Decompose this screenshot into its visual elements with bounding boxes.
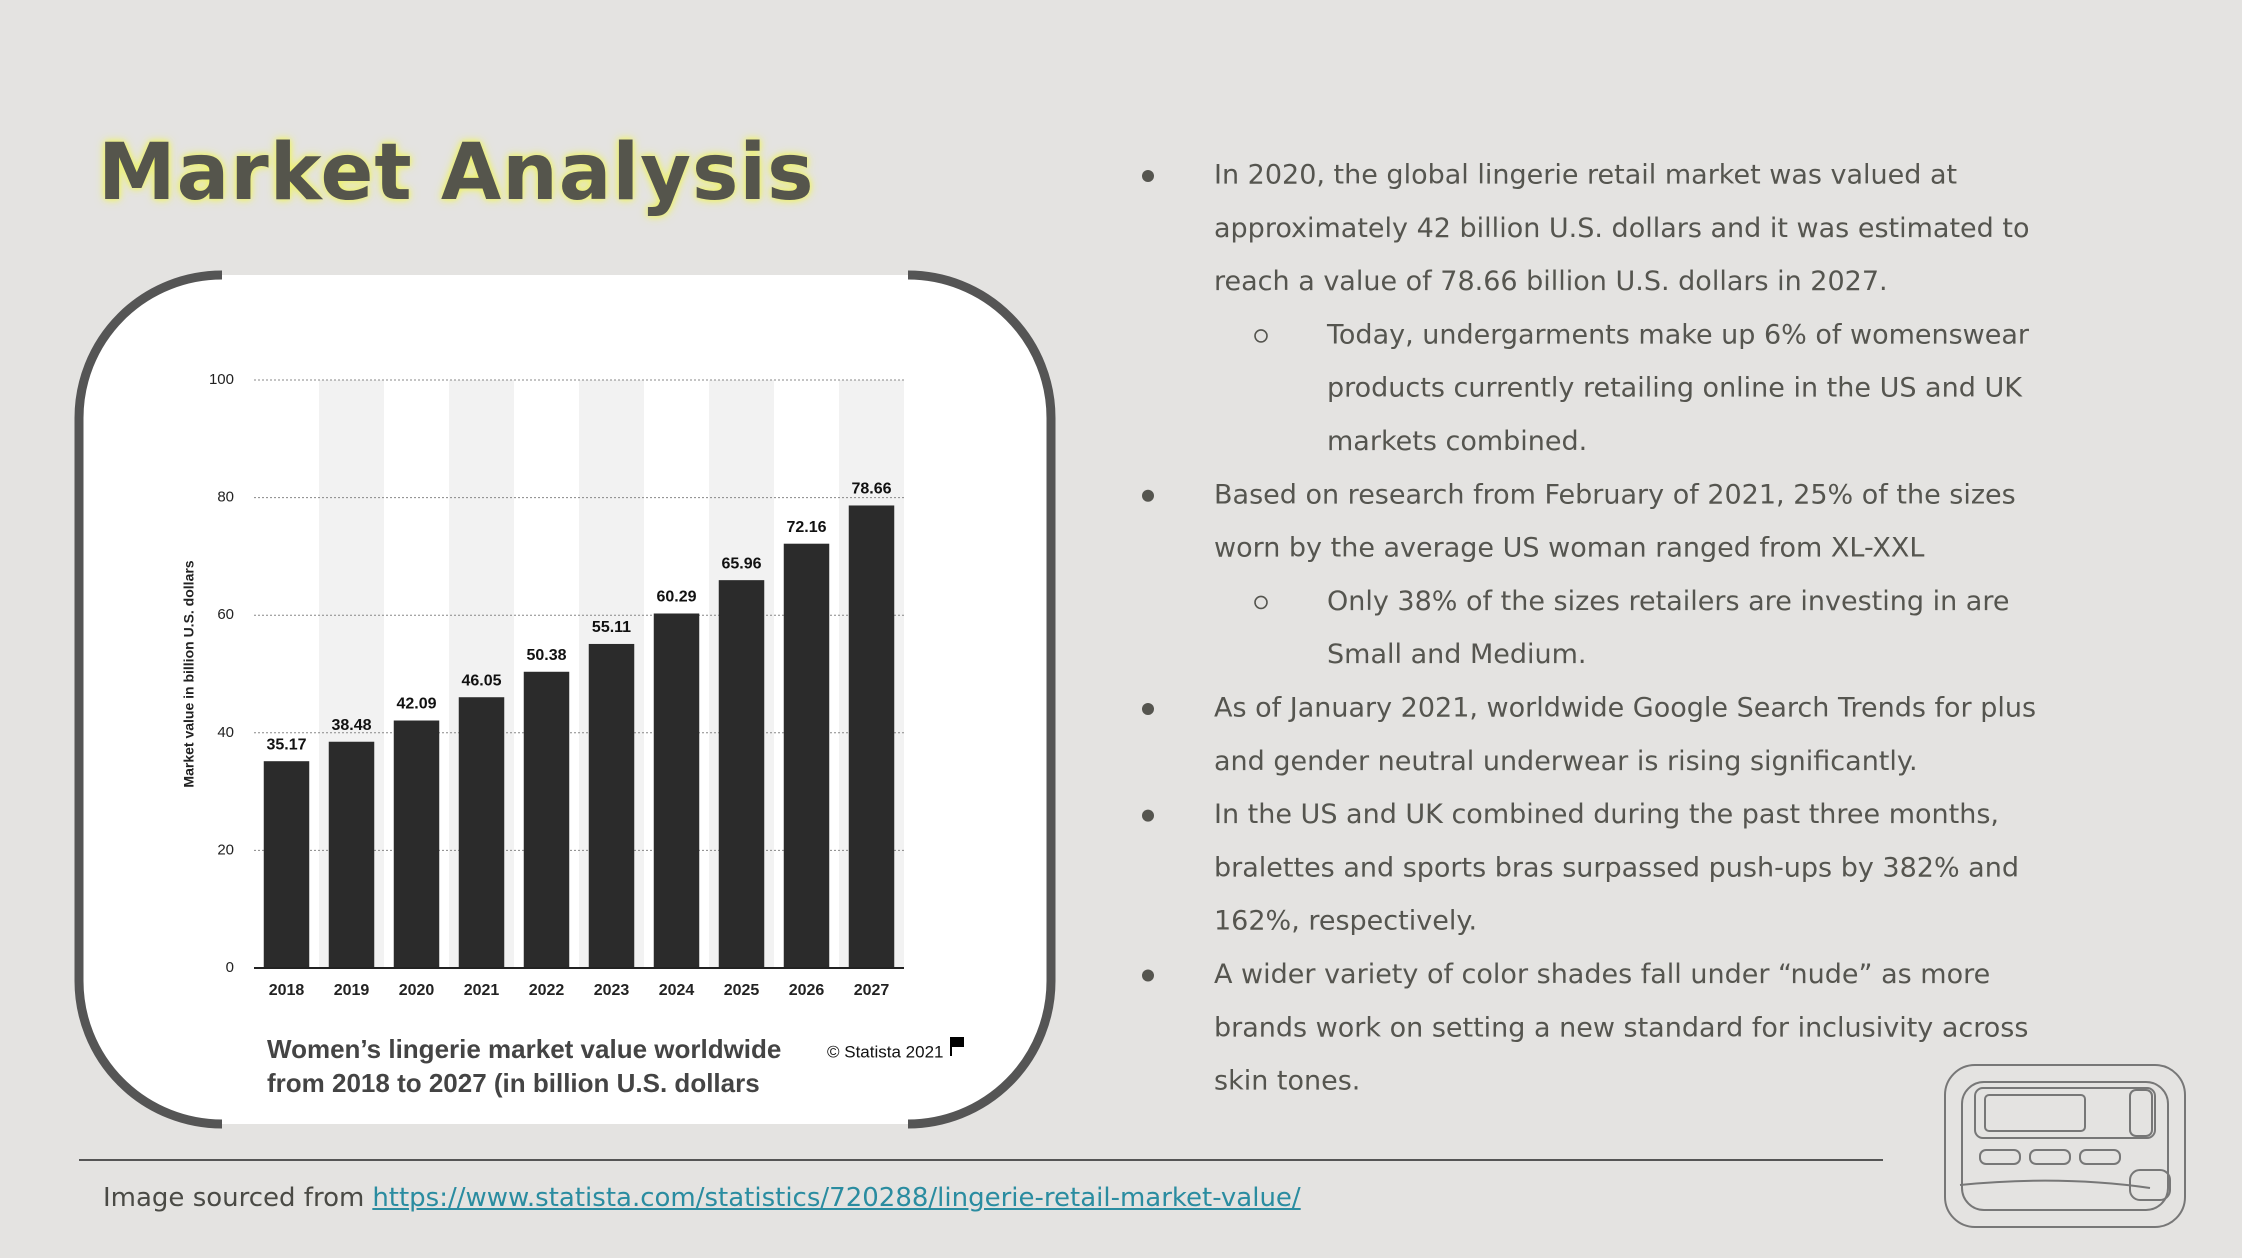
value-label: 55.11 (592, 619, 631, 636)
value-label: 50.38 (526, 647, 566, 664)
value-label: 60.29 (656, 589, 696, 606)
bullet-text: and gender neutral underwear is rising s… (1214, 746, 1918, 777)
bullet-text: As of January 2021, worldwide Google Sea… (1214, 693, 2036, 724)
x-tick-label: 2027 (854, 982, 890, 999)
bar (588, 643, 635, 968)
pager-doodle (1944, 1064, 2186, 1228)
bullet-text: Based on research from February of 2021,… (1214, 479, 2016, 510)
value-label: 78.66 (851, 481, 891, 498)
x-tick-label: 2026 (789, 982, 825, 999)
bullet-text: Only 38% of the sizes retailers are inve… (1327, 586, 2009, 617)
footer-prefix: Image sourced from (103, 1183, 365, 1213)
value-label: 38.48 (331, 717, 371, 734)
value-label: 65.96 (721, 555, 761, 572)
y-tick-label: 40 (217, 724, 234, 741)
chart-source: © Statista 2021 (827, 1042, 944, 1061)
bar (263, 761, 310, 968)
y-axis-label: Market value in billion U.S. dollars (181, 560, 197, 787)
y-tick-label: 80 (217, 489, 234, 506)
chart-caption: Women’s lingerie market value worldwide (267, 1034, 781, 1064)
bullet-text: markets combined. (1327, 426, 1587, 457)
value-label: 42.09 (396, 696, 436, 713)
bar (458, 697, 505, 968)
bar (523, 671, 570, 968)
x-tick-label: 2025 (724, 982, 760, 999)
x-tick-label: 2019 (334, 982, 370, 999)
frame-left (74, 270, 223, 1129)
bullet (1142, 489, 1154, 502)
bullet-text: In 2020, the global lingerie retail mark… (1214, 160, 1957, 191)
bullet-text: A wider variety of color shades fall und… (1214, 959, 1990, 990)
value-label: 72.16 (786, 519, 826, 536)
x-tick-label: 2020 (399, 982, 435, 999)
bullet (1142, 170, 1154, 182)
x-tick-label: 2024 (659, 982, 695, 999)
bar (848, 505, 895, 968)
bar (718, 580, 765, 968)
sub-bullet (1254, 595, 1268, 610)
bullet-text: In the US and UK combined during the pas… (1214, 799, 1999, 830)
flag-icon (950, 1037, 964, 1056)
bullet-text: Small and Medium. (1327, 639, 1587, 670)
bullet-text: Today, undergarments make up 6% of women… (1326, 319, 2030, 350)
y-tick-label: 60 (217, 606, 234, 623)
bullet (1142, 969, 1154, 982)
source-link[interactable]: https://www.statista.com/statistics/7202… (372, 1183, 1301, 1213)
frame-right (907, 270, 1056, 1129)
bar (393, 720, 440, 968)
x-tick-label: 2018 (269, 982, 305, 999)
y-tick-label: 100 (209, 371, 234, 388)
slide-title: Market Analysis (98, 128, 815, 218)
bullet-text: 162%, respectively. (1214, 906, 1477, 937)
bullet (1142, 703, 1154, 715)
y-tick-label: 0 (226, 959, 234, 976)
bar (328, 741, 375, 968)
chart-caption: from 2018 to 2027 (in billion U.S. dolla… (267, 1068, 760, 1098)
bullet-text: skin tones. (1214, 1066, 1360, 1097)
bullet-text: bralettes and sports bras surpassed push… (1214, 852, 2019, 883)
bullet (1142, 809, 1154, 822)
x-tick-label: 2023 (594, 982, 630, 999)
sub-bullet (1254, 329, 1268, 343)
value-label: 46.05 (461, 672, 501, 689)
footer: Image sourced from https://www.statista.c… (103, 1183, 1301, 1213)
bullet-text: worn by the average US woman ranged from… (1214, 533, 1924, 564)
bullet-text: products currently retailing online in t… (1327, 373, 2023, 404)
bar (653, 613, 700, 968)
x-tick-label: 2022 (529, 982, 565, 999)
bullet-text: approximately 42 billion U.S. dollars an… (1214, 213, 2029, 244)
bullet-text: brands work on setting a new standard fo… (1214, 1012, 2028, 1043)
x-tick-label: 2021 (464, 982, 500, 999)
y-tick-label: 20 (217, 841, 234, 858)
value-label: 35.17 (266, 736, 306, 753)
bar (783, 543, 830, 968)
bullet-text: reach a value of 78.66 billion U.S. doll… (1214, 266, 1888, 297)
